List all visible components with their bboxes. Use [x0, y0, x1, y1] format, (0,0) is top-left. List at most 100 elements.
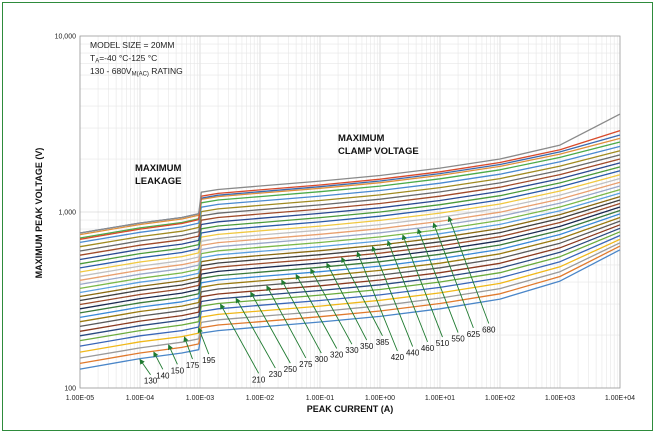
series-arrow-420 — [356, 251, 398, 352]
series-line-extra-24 — [79, 162, 621, 261]
series-label-175: 175 — [186, 361, 200, 370]
series-label-250: 250 — [284, 365, 298, 374]
series-line-extra-26 — [79, 154, 621, 252]
series-line-210 — [79, 231, 621, 342]
series-line-320 — [79, 213, 621, 319]
series-line-extra-32 — [79, 129, 621, 240]
series-arrow-250 — [250, 291, 291, 364]
plot-area-border — [79, 35, 621, 389]
series-line-175 — [79, 238, 621, 353]
series-line-330 — [79, 209, 621, 314]
series-label-320: 320 — [330, 351, 344, 360]
series-line-extra-23 — [79, 166, 621, 265]
series-line-extra-30 — [79, 137, 621, 236]
series-line-550 — [79, 185, 621, 286]
note-rating-suffix: RATING — [149, 66, 183, 76]
series-arrow-550 — [417, 228, 459, 333]
series-line-extra-28 — [79, 145, 621, 244]
series-line-extra-21 — [79, 174, 621, 273]
series-arrow-350 — [326, 262, 368, 341]
x-tick-label: 1.00E+03 — [545, 395, 575, 402]
y-tick-label: 100 — [64, 386, 76, 393]
series-line-extra-29 — [79, 141, 621, 239]
y-tick-label: 1,000 — [58, 210, 76, 217]
leakage-label-line1: MAXIMUM — [135, 163, 182, 174]
series-line-150 — [79, 242, 621, 359]
series-arrow-130 — [139, 358, 151, 375]
y-axis-title: MAXIMUM PEAK VOLTAGE (V) — [34, 148, 44, 279]
note-temperature-sub: A — [95, 59, 99, 65]
series-label-385: 385 — [376, 338, 390, 347]
note-temperature: TA=-40 °C-125 °C — [90, 53, 157, 65]
series-line-extra-27 — [79, 150, 621, 248]
series-group — [79, 113, 621, 370]
series-line-510 — [79, 188, 621, 290]
x-tick-label: 1.00E+02 — [485, 395, 515, 402]
series-line-extra-22 — [79, 170, 621, 269]
series-line-140 — [79, 245, 621, 365]
series-line-300 — [79, 216, 621, 323]
series-label-330: 330 — [345, 346, 359, 355]
series-label-210: 210 — [252, 375, 266, 384]
note-rating: 130 - 680VM(AC) RATING — [90, 66, 183, 78]
series-line-680 — [79, 177, 621, 277]
series-label-440: 440 — [406, 349, 420, 358]
series-arrow-230 — [235, 297, 276, 369]
note-rating-range: 130 - 680V — [90, 66, 132, 76]
series-label-420: 420 — [391, 353, 405, 362]
x-tick-label: 1.00E+00 — [365, 395, 395, 402]
series-line-extra-25 — [79, 158, 621, 256]
x-tick-label: 1.00E-04 — [126, 395, 155, 402]
series-line-230 — [79, 227, 621, 337]
series-label-625: 625 — [467, 330, 481, 339]
x-tick-label: 1.00E-03 — [186, 395, 215, 402]
series-line-250 — [79, 224, 621, 332]
series-arrow-175 — [183, 336, 193, 360]
series-line-extra-33 — [79, 113, 621, 234]
series-arrow-510 — [401, 234, 443, 338]
leakage-label-line2: LEAKAGE — [135, 176, 181, 187]
series-arrow-680 — [447, 216, 490, 324]
series-arrow-195 — [197, 327, 210, 355]
series-arrow-140 — [153, 351, 164, 370]
note-temperature-range: =-40 °C-125 °C — [99, 53, 157, 63]
series-line-625 — [79, 181, 621, 281]
series-label-510: 510 — [436, 339, 450, 348]
series-arrow-460 — [386, 240, 428, 343]
series-arrow-440 — [371, 245, 414, 347]
series-line-420 — [79, 199, 621, 302]
clamp-label-line1: MAXIMUM — [338, 133, 385, 144]
series-label-460: 460 — [421, 344, 435, 353]
x-tick-label: 1.00E-02 — [246, 395, 275, 402]
series-line-440 — [79, 195, 621, 298]
x-tick-label: 1.00E-05 — [66, 395, 95, 402]
series-line-350 — [79, 206, 621, 310]
tick-label-group: 1.00E-05 1.00E-04 1.00E-03 1.00E-02 1.00E-01… — [55, 34, 636, 403]
series-label-195: 195 — [202, 356, 216, 365]
series-arrow-330 — [310, 268, 353, 345]
series-line-460 — [79, 192, 621, 294]
y-tick-label: 10,000 — [55, 34, 77, 41]
series-label-680: 680 — [482, 325, 496, 334]
note-rating-sub: M(AC) — [132, 72, 149, 78]
series-arrow-210 — [220, 303, 260, 374]
series-arrow-150 — [168, 344, 178, 365]
series-label-550: 550 — [451, 335, 465, 344]
x-tick-label: 1.00E-01 — [306, 395, 335, 402]
series-label-300: 300 — [315, 355, 329, 364]
series-line-195 — [79, 234, 621, 347]
note-temperature-t: T — [90, 53, 95, 63]
series-line-385 — [79, 202, 621, 306]
series-arrow-300 — [281, 279, 322, 354]
x-axis-title: PEAK CURRENT (A) — [307, 404, 394, 414]
series-label-230: 230 — [269, 370, 283, 379]
note-model-size: MODEL SIZE = 20MM — [90, 40, 174, 50]
notes-box: MODEL SIZE = 20MM TA=-40 °C-125 °C 130 -… — [90, 40, 183, 78]
series-label-150: 150 — [171, 366, 185, 375]
series-arrow-625 — [432, 222, 474, 329]
series-line-275 — [79, 220, 621, 328]
clamp-label-line2: CLAMP VOLTAGE — [338, 146, 419, 157]
x-tick-label: 1.00E+01 — [425, 395, 455, 402]
